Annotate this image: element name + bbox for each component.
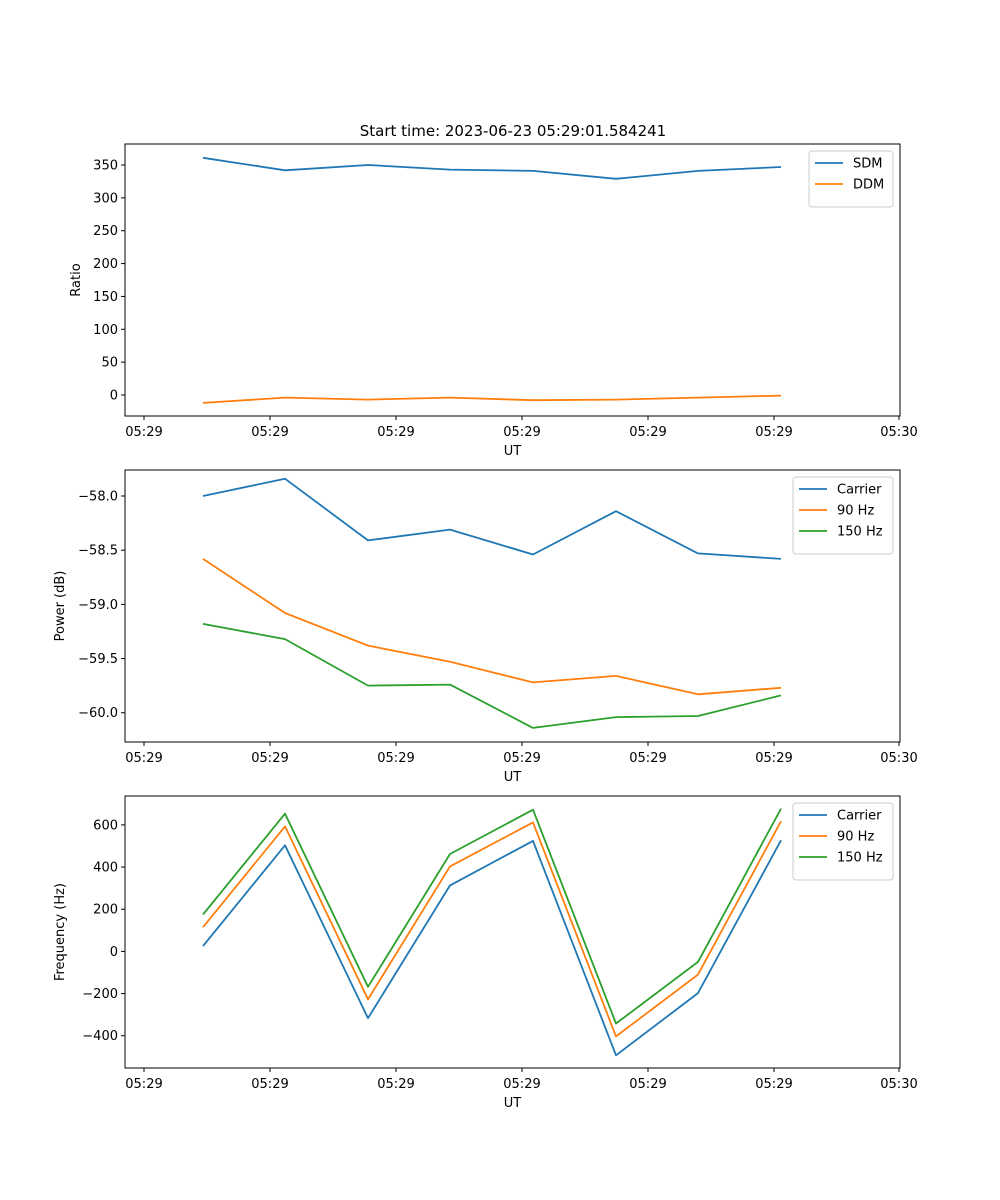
y-tick-label: −400: [82, 1029, 118, 1044]
x-tick-label: 05:29: [251, 425, 288, 440]
y-tick-label: 200: [93, 903, 118, 918]
x-tick-label: 05:29: [755, 751, 792, 766]
series-line-150-hz: [202, 808, 782, 1025]
y-tick-label: −58.5: [78, 544, 118, 559]
y-tick-label: 400: [93, 861, 118, 876]
legend: Carrier 90 Hz 150 Hz: [792, 476, 894, 555]
series-line-ddm: [202, 394, 782, 404]
x-tick-label: 05:29: [503, 751, 540, 766]
x-tick-label: 05:29: [125, 1077, 162, 1092]
y-tick-label: 0: [110, 388, 118, 403]
x-tick-label: 05:29: [503, 1077, 540, 1092]
y-tick-label: 350: [93, 159, 118, 174]
y-tick-label: −59.5: [78, 652, 118, 667]
x-tick-label: 05:29: [629, 751, 666, 766]
y-tick-label: −58.0: [78, 490, 118, 505]
x-tick-label: 05:29: [377, 751, 414, 766]
y-axis-label: Ratio: [69, 263, 84, 296]
legend-label: DDM: [853, 178, 884, 193]
x-axis-label: UT: [504, 444, 522, 459]
y-axis-label: Power (dB): [53, 571, 68, 642]
y-tick-label: 100: [93, 323, 118, 338]
plot-area-frame: [124, 469, 901, 743]
plot-area-frame: [124, 795, 901, 1069]
legend-label: 150 Hz: [837, 525, 883, 540]
y-tick-label: 150: [93, 290, 118, 305]
x-tick-label: 05:30: [880, 751, 917, 766]
series-line-sdm: [202, 156, 782, 180]
x-tick-label: 05:29: [125, 751, 162, 766]
y-tick-label: −60.0: [78, 706, 118, 721]
x-tick-label: 05:29: [251, 1077, 288, 1092]
legend-label: SDM: [853, 157, 882, 172]
chart-title: Start time: 2023-06-23 05:29:01.584241: [360, 122, 666, 140]
y-tick-label: 250: [93, 224, 118, 239]
y-tick-label: 0: [110, 945, 118, 960]
x-tick-label: 05:29: [755, 1077, 792, 1092]
x-tick-label: 05:30: [880, 425, 917, 440]
y-tick-label: 300: [93, 191, 118, 206]
x-tick-label: 05:30: [880, 1077, 917, 1092]
x-tick-label: 05:29: [503, 425, 540, 440]
series-line-carrier: [202, 477, 782, 560]
legend: Carrier 90 Hz 150 Hz: [792, 802, 894, 881]
series-line-90-hz: [202, 558, 782, 696]
x-tick-label: 05:29: [377, 1077, 414, 1092]
x-axis-label: UT: [504, 1096, 522, 1111]
chart-panel-3: 05:29 05:29 05:29 05:29 05:29 05:29 05:30 −400 −…: [53, 795, 918, 1111]
x-tick-label: 05:29: [755, 425, 792, 440]
legend-label: 90 Hz: [837, 830, 874, 845]
legend-frame: [792, 802, 894, 881]
series-line-carrier: [202, 839, 782, 1057]
series-line-150-hz: [202, 623, 782, 729]
y-tick-label: −59.0: [78, 598, 118, 613]
y-tick-label: −200: [82, 987, 118, 1002]
legend-label: Carrier: [837, 809, 882, 824]
chart-panel-1: 05:29 05:29 05:29 05:29 05:29 05:29 05:30 0 50 10…: [69, 143, 918, 459]
legend-frame: [792, 476, 894, 555]
chart-panel-2: 05:29 05:29 05:29 05:29 05:29 05:29 05:30 −60.0…: [53, 469, 918, 785]
x-tick-label: 05:29: [629, 1077, 666, 1092]
x-tick-label: 05:29: [251, 751, 288, 766]
y-tick-label: 50: [101, 356, 118, 371]
series-line-90-hz: [202, 820, 782, 1038]
legend-frame: [808, 150, 894, 208]
x-tick-label: 05:29: [125, 425, 162, 440]
y-axis-label: Frequency (Hz): [53, 883, 68, 981]
y-tick-label: 600: [93, 818, 118, 833]
x-tick-label: 05:29: [377, 425, 414, 440]
legend-label: Carrier: [837, 483, 882, 498]
legend-label: 150 Hz: [837, 851, 883, 866]
x-tick-label: 05:29: [629, 425, 666, 440]
plot-area-frame: [124, 143, 901, 417]
legend-label: 90 Hz: [837, 504, 874, 519]
x-axis-label: UT: [504, 770, 522, 785]
y-tick-label: 200: [93, 257, 118, 272]
legend: SDM DDM: [808, 150, 894, 208]
